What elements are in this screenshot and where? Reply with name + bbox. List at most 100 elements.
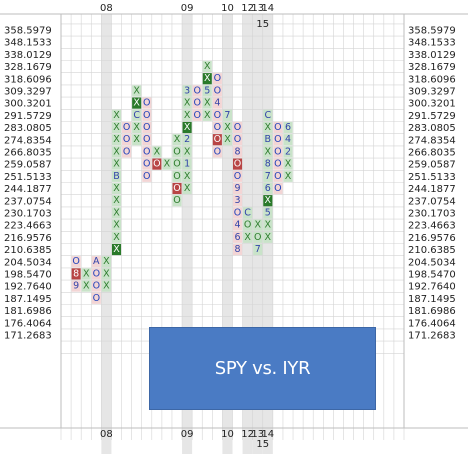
box-cell xyxy=(233,146,243,158)
y-tick-label-left: 171.2683 xyxy=(4,331,52,342)
box-cell xyxy=(111,243,122,256)
o-mark: O xyxy=(214,122,221,133)
month-marker: A xyxy=(93,256,100,267)
y-tick-label-left: 259.0587 xyxy=(4,160,52,171)
box-cell xyxy=(122,134,132,146)
box-cell xyxy=(273,158,283,170)
x-year-label-top: 12 xyxy=(241,3,254,14)
box-cell xyxy=(212,109,222,121)
x-mark: X xyxy=(113,159,120,170)
month-marker: C xyxy=(264,110,271,121)
y-tick-label-right: 291.5729 xyxy=(408,111,456,122)
x-mark: X xyxy=(184,98,191,109)
x-year-label-top: 10 xyxy=(221,3,234,14)
o-mark: O xyxy=(214,73,221,84)
o-mark: O xyxy=(193,98,200,109)
month-marker: B xyxy=(265,134,272,145)
chart-title: SPY vs. IYR xyxy=(214,358,311,379)
y-tick-label-right: 192.7640 xyxy=(408,282,456,293)
o-mark: O xyxy=(274,134,281,145)
month-marker: 4 xyxy=(285,134,291,145)
box-cell xyxy=(212,85,222,97)
x-year-label-top: 14 xyxy=(261,3,274,14)
x-mark: X xyxy=(184,183,191,194)
box-cell xyxy=(202,73,212,85)
box-cell xyxy=(142,170,152,182)
x-year-label-bottom: 10 xyxy=(221,429,234,440)
box-cell xyxy=(152,158,162,170)
month-marker: 7 xyxy=(224,110,230,121)
o-mark: O xyxy=(234,207,241,218)
x-mark: X xyxy=(265,146,272,157)
box-cell xyxy=(243,219,253,231)
o-mark: O xyxy=(123,134,130,145)
y-tick-label-right: 338.0129 xyxy=(408,50,456,61)
box-cell xyxy=(243,231,253,243)
box-cell xyxy=(71,280,81,292)
box-cell xyxy=(283,146,293,158)
o-mark: O xyxy=(123,122,130,133)
x-mark: X xyxy=(133,98,140,109)
y-tick-label-right: 283.0805 xyxy=(408,123,456,134)
o-mark: O xyxy=(143,146,150,157)
y-tick-label-right: 300.3201 xyxy=(408,99,456,110)
box-cell xyxy=(263,158,273,170)
y-axis-right: 358.5979348.1533338.0129328.1679318.6096… xyxy=(408,26,456,342)
box-cell xyxy=(212,97,222,109)
y-tick-label-right: 216.9576 xyxy=(408,233,456,244)
month-marker: 4 xyxy=(214,98,220,109)
box-cell xyxy=(142,121,152,134)
box-cell xyxy=(273,182,283,195)
o-mark: O xyxy=(93,281,100,292)
box-cell xyxy=(142,134,152,146)
o-mark: O xyxy=(173,195,180,206)
box-cell xyxy=(273,134,283,146)
y-tick-label-right: 309.3297 xyxy=(408,87,456,98)
x-mark: X xyxy=(83,281,90,292)
x-year-label-bottom: 12 xyxy=(241,429,254,440)
box-cell xyxy=(91,268,101,280)
x-mark: X xyxy=(113,134,120,145)
o-mark: O xyxy=(173,146,180,157)
month-marker: B xyxy=(113,171,120,182)
box-cell xyxy=(172,182,182,195)
o-mark: O xyxy=(143,110,150,121)
box-cell xyxy=(202,97,212,109)
box-cell xyxy=(233,134,243,146)
box-cell xyxy=(111,182,122,195)
month-marker: 3 xyxy=(184,85,190,96)
box-cell xyxy=(263,134,273,146)
box-cell xyxy=(81,268,91,280)
x-mark: X xyxy=(113,146,120,157)
x-year-label-top: 13 xyxy=(251,3,264,14)
o-mark: O xyxy=(234,159,241,170)
y-tick-label-left: 283.0805 xyxy=(4,123,52,134)
o-mark: O xyxy=(173,159,180,170)
o-mark: O xyxy=(193,85,200,96)
box-cell xyxy=(182,170,192,182)
box-cell xyxy=(172,158,182,170)
y-tick-label-left: 210.6385 xyxy=(4,245,52,256)
y-tick-label-right: 210.6385 xyxy=(408,245,456,256)
x-year-label-bottom: 09 xyxy=(181,429,194,440)
box-cell xyxy=(172,170,182,182)
x-year-label-top: 09 xyxy=(181,3,194,14)
grid xyxy=(0,13,468,440)
box-cell xyxy=(71,268,81,280)
o-mark: O xyxy=(143,171,150,182)
y-tick-label-right: 318.6096 xyxy=(408,74,456,85)
x-mark: X xyxy=(204,61,211,72)
o-mark: O xyxy=(173,183,180,194)
x-mark: X xyxy=(224,122,231,133)
month-marker: 9 xyxy=(73,281,79,292)
box-cell xyxy=(111,231,122,243)
plot-cells: O89XXAOOOXXXXXXXXBXXXXXXOOOXXCXXOOOOOOOX… xyxy=(71,60,293,304)
y-tick-label-right: 198.5470 xyxy=(408,270,456,281)
y-tick-label-left: 309.3297 xyxy=(4,87,52,98)
box-cell xyxy=(263,146,273,158)
box-cell xyxy=(253,243,263,256)
box-cell xyxy=(273,146,283,158)
x-year-label-bottom: 13 xyxy=(251,429,264,440)
